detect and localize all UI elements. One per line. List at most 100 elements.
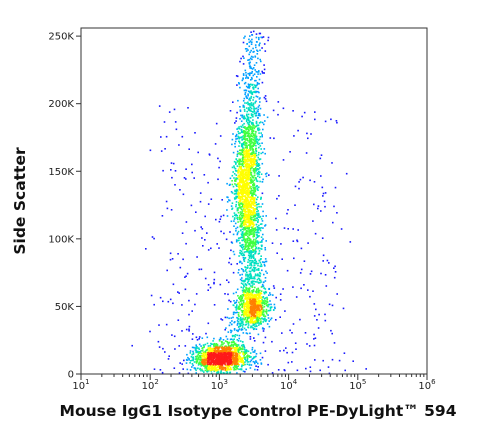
event-dot [242,213,245,215]
event-dot [247,302,249,304]
event-dot [241,139,243,141]
event-dot [237,99,239,102]
event-dot [255,365,257,367]
event-dot [243,209,245,211]
event-dot [162,169,164,172]
event-dot [242,239,245,241]
event-dot [249,166,252,168]
event-dot [255,269,258,271]
event-dot [256,310,258,313]
event-dot [264,258,267,260]
event-dot [238,145,240,147]
event-dot [267,39,269,42]
event-dot [254,140,256,143]
event-dot [237,172,239,174]
event-dot [232,339,234,341]
event-dot [234,335,236,338]
event-dot [245,297,247,299]
event-dot [258,227,261,229]
event-dot [242,193,244,195]
event-dot [325,285,328,287]
event-dot [254,125,257,128]
event-dot [255,223,258,226]
event-dot [239,136,241,139]
event-dot [245,311,248,313]
event-dot [213,352,215,354]
event-dot [254,349,256,352]
event-dot [261,181,264,183]
event-dot [252,254,254,257]
event-dot [163,121,166,123]
event-dot [188,148,190,150]
event-dot [237,237,240,239]
event-dot [237,340,240,342]
event-dot [247,101,249,104]
event-dot [250,250,253,252]
event-dot [243,212,246,215]
event-dot [242,177,245,180]
event-dot [237,209,239,211]
event-dot [219,365,221,367]
event-dot [258,128,261,131]
event-dot [296,240,299,243]
event-dot [254,262,256,264]
event-dot [218,360,221,363]
event-dot [166,269,168,272]
event-dot [236,214,239,217]
event-dot [267,314,269,316]
event-dot [263,43,266,45]
event-dot [338,359,341,362]
event-dot [238,163,240,166]
event-dot [197,367,199,370]
event-dot [226,355,229,358]
event-dot [244,191,247,193]
event-dot [240,268,243,270]
event-dot [245,191,248,194]
event-dot [188,313,190,316]
event-dot [228,363,230,365]
event-dot [221,357,223,359]
event-dot [252,216,255,218]
event-dot [256,206,258,209]
event-dot [256,321,258,323]
event-dot [207,353,209,356]
x-axis: 101 102 103 104 105 106 [72,374,436,392]
event-dot [247,236,250,239]
event-dot [198,361,201,364]
event-dot [182,193,185,196]
event-dot [247,300,249,303]
event-dot [245,291,247,294]
event-dot [260,286,263,288]
event-dot [260,307,263,310]
event-dot [312,220,314,222]
event-dot [241,177,243,179]
event-dot [237,347,239,349]
event-dot [324,120,327,123]
event-dot [305,152,308,154]
event-dot [251,297,253,299]
event-dot [246,139,249,142]
event-dot [252,225,254,228]
event-dot [194,132,196,134]
event-dot [255,260,258,263]
event-dot [258,91,260,94]
event-dot [257,289,260,291]
event-dot [235,158,237,160]
event-dot [252,212,254,215]
event-dot [243,354,245,357]
event-dot [261,192,264,195]
event-dot [239,132,241,134]
event-dot [245,271,248,274]
event-dot [236,165,239,167]
event-dot [237,230,240,233]
event-dot [320,175,322,177]
event-dot [249,273,252,275]
event-dot [263,148,266,150]
event-dot [234,343,236,345]
event-dot [244,350,246,353]
event-dot [185,358,188,361]
event-dot [237,350,239,353]
event-dot [242,287,244,289]
event-dot [343,352,346,354]
